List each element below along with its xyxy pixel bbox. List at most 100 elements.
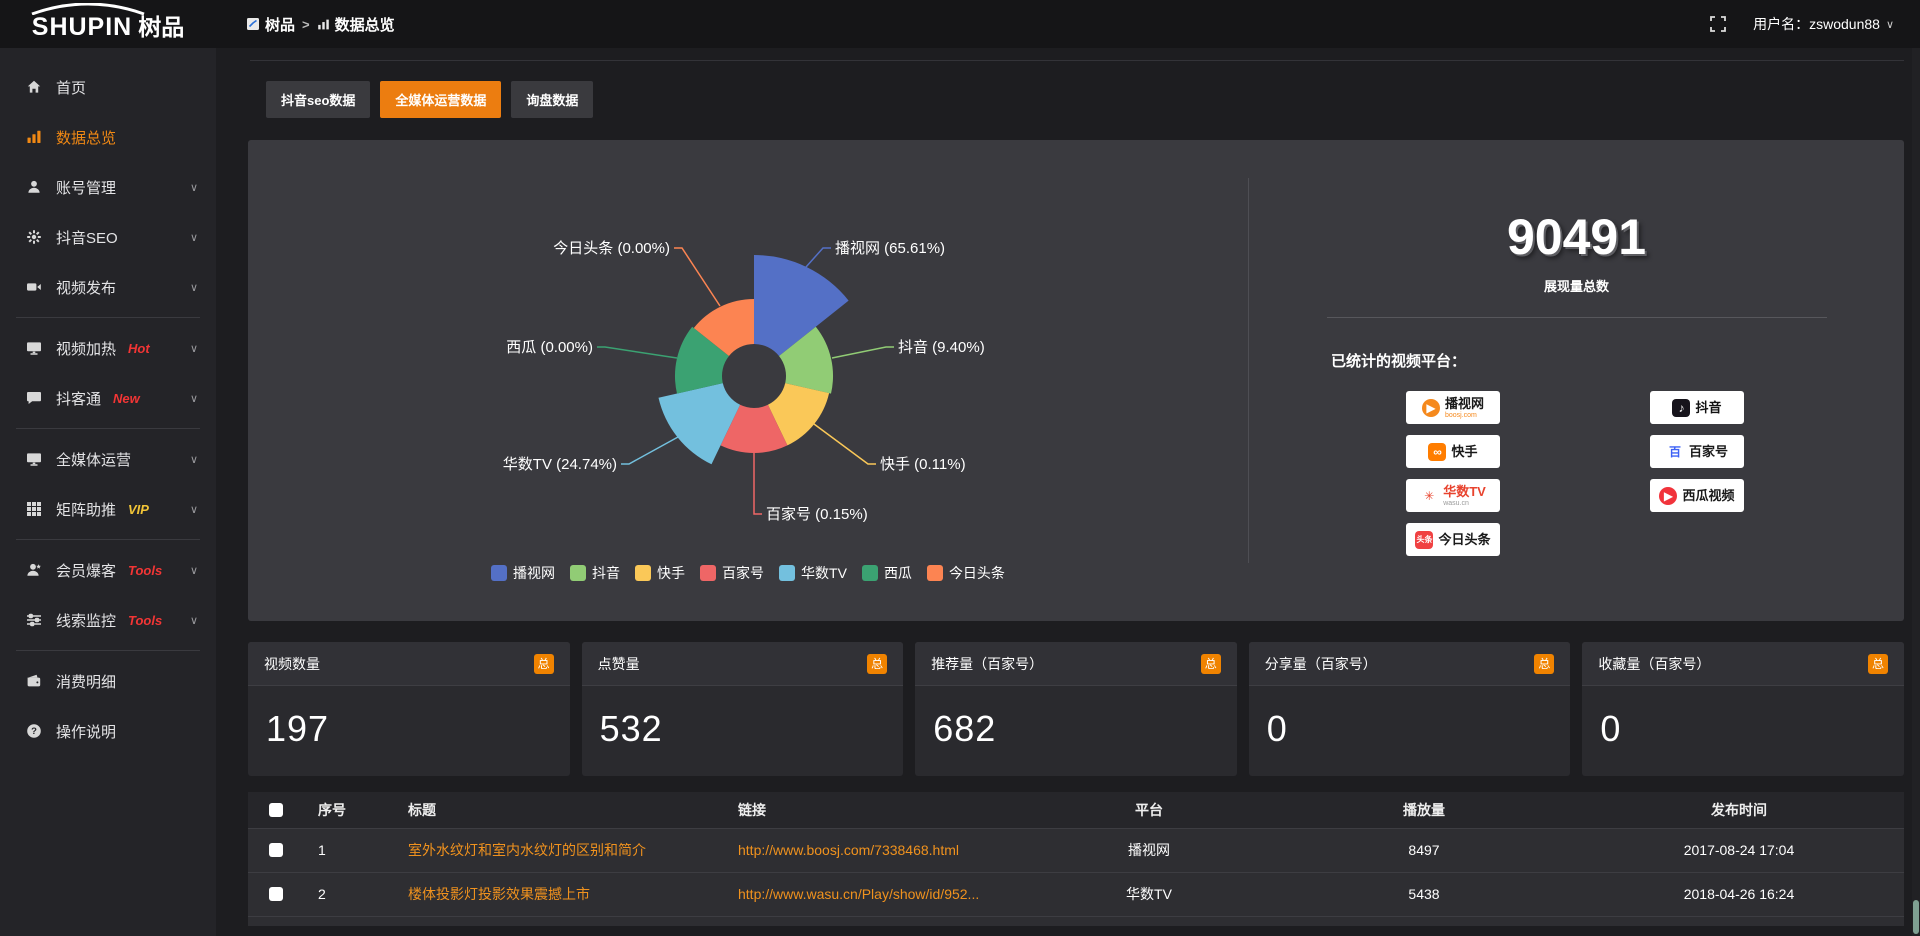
legend-item-百家号[interactable]: 百家号 <box>700 563 764 583</box>
pie-slice-抖音[interactable] <box>779 326 834 394</box>
sidebar-item-user-star[interactable]: 会员爆客 Tools ∨ <box>0 545 216 595</box>
stat-card-title: 收藏量（百家号） <box>1598 655 1711 672</box>
sidebar-item-monitor-play[interactable]: 视频加热 Hot ∨ <box>0 323 216 373</box>
legend-label: 快手 <box>657 565 686 581</box>
summary-divider <box>1326 317 1827 318</box>
table-row: 1 室外水纹灯和室内水纹灯的区别和简介 http://www.boosj.com/7… <box>248 827 1904 872</box>
sidebar-item-sliders[interactable]: 线索监控 Tools ∨ <box>0 595 216 645</box>
select-all-checkbox[interactable] <box>269 802 283 817</box>
table-header-row: 序号 标题 链接 平台 播放量 发布时间 <box>248 792 1904 828</box>
chevron-down-icon: ∨ <box>189 392 198 405</box>
legend-item-今日头条[interactable]: 今日头条 <box>926 563 1005 583</box>
pie-label-今日头条: 今日头条 (0.00%) <box>553 240 670 257</box>
title-link[interactable]: 室外水纹灯和室内水纹灯的区别和简介 <box>394 827 724 872</box>
pie-slice-华数TV[interactable] <box>658 383 741 465</box>
pie-label-西瓜: 西瓜 (0.00%) <box>506 339 593 356</box>
sidebar-item-chat[interactable]: 抖客通 New ∨ <box>0 373 216 423</box>
sidebar-item-video[interactable]: 视频发布 ∨ <box>0 262 216 312</box>
platform-sub-label: boosj.com <box>1444 411 1477 419</box>
chevron-down-icon: ∨ <box>189 614 198 627</box>
legend-label: 播视网 <box>513 565 556 581</box>
tab-1[interactable]: 全媒体运营数据 <box>380 81 502 118</box>
pie-slice-西瓜[interactable] <box>674 326 729 394</box>
sidebar-item-gear[interactable]: 抖音SEO ∨ <box>0 212 216 262</box>
legend-item-抖音[interactable]: 抖音 <box>570 563 620 583</box>
platform-name: 今日头条 <box>1438 532 1491 547</box>
stat-card-收藏量（百家号）: 收藏量（百家号） 总 0 <box>1582 642 1904 776</box>
row-select-cell <box>248 827 304 872</box>
sidebar-item-label: 全媒体运营 <box>56 451 132 469</box>
url-link[interactable]: http://www.boosj.com/7338468.html <box>724 827 1024 872</box>
sidebar-item-question[interactable]: ? 操作说明 <box>0 706 216 756</box>
breadcrumb: 树品 > 数据总览 <box>246 14 395 35</box>
total-badge: 总 <box>867 653 888 674</box>
video-icon <box>26 279 43 296</box>
sidebar-divider <box>16 428 200 429</box>
sidebar-item-chart-bar[interactable]: 数据总览 <box>0 112 216 162</box>
stat-cards-row: 视频数量总 197 点赞量总 532 推荐量（百家号）总 682 分享量（百家号）总 0 收藏量… <box>248 642 1904 776</box>
title-link[interactable]: 楼体投影灯投影效果震撼上市 <box>394 871 724 916</box>
row-checkbox[interactable] <box>269 887 283 901</box>
time-cell: 2018-04-26 16:24 <box>1574 871 1904 916</box>
sidebar-item-label: 抖客通 <box>56 390 102 408</box>
monitor-play-icon <box>26 340 43 357</box>
select-all-header <box>248 792 304 828</box>
topbar-divider <box>250 48 1904 61</box>
stat-card-title: 点赞量 <box>597 655 640 672</box>
legend-item-快手[interactable]: 快手 <box>635 563 685 583</box>
chevron-down-icon: ∨ <box>189 231 198 244</box>
legend-label: 抖音 <box>592 565 621 581</box>
pie-label-line <box>674 247 721 307</box>
stat-card-title: 推荐量（百家号） <box>931 655 1044 672</box>
chevron-down-icon: ∨ <box>1885 18 1894 31</box>
plays-cell: 5438 <box>1274 871 1574 916</box>
legend-swatch <box>570 565 587 581</box>
user-menu[interactable]: 用户名：zswodun88 ∨ <box>1753 14 1894 34</box>
breadcrumb-current[interactable]: 数据总览 <box>317 14 395 35</box>
column-header-链接: 链接 <box>724 792 1024 828</box>
monitor-icon <box>26 451 43 468</box>
rose-chart-svg: 播视网 (65.61%) 抖音 (9.40%) 快手 (0.11%) 百家号 (0.1… <box>503 240 985 523</box>
legend-label: 百家号 <box>722 565 765 581</box>
sidebar-item-grid[interactable]: 矩阵助推 VIP ∨ <box>0 484 216 534</box>
summary-panel: 90491 展现量总数 已统计的视频平台： ▶ 播视网 boosj.com ∞ 快手 ✳ 华… <box>1248 178 1904 563</box>
row-select-cell <box>248 871 304 916</box>
sidebar-item-monitor[interactable]: 全媒体运营 ∨ <box>0 434 216 484</box>
sidebar-item-home[interactable]: 首页 <box>0 62 216 112</box>
impressions-total-value: 90491 <box>1506 209 1647 265</box>
legend-swatch <box>635 565 652 581</box>
sidebar-item-label: 视频加热 <box>56 340 117 358</box>
stat-card-视频数量: 视频数量 总 197 <box>248 642 570 776</box>
legend-item-西瓜[interactable]: 西瓜 <box>861 563 912 583</box>
sidebar-item-wallet[interactable]: 消费明细 <box>0 656 216 706</box>
platforms-label: 已统计的视频平台： <box>1331 353 1467 370</box>
column-header-播放量: 播放量 <box>1274 792 1574 828</box>
monitor-play-icon <box>27 341 41 355</box>
platform-column-1: ♪ 抖音百百家号 ▶ 西瓜视频 <box>1650 391 1744 556</box>
sidebar-item-label: 视频发布 <box>56 279 117 297</box>
tab-2[interactable]: 询盘数据 <box>511 81 594 118</box>
breadcrumb-home[interactable]: 树品 <box>246 14 295 35</box>
pie-slice-快手[interactable] <box>767 383 830 446</box>
url-link[interactable]: http://www.wasu.cn/Play/show/id/952... <box>724 871 1024 916</box>
stat-card-value: 197 <box>266 708 330 749</box>
platform-logo-icon: 百 <box>1668 445 1681 459</box>
question-icon: ? <box>27 723 41 738</box>
sidebar-divider <box>16 650 200 651</box>
scrollbar-thumb[interactable] <box>1913 900 1919 934</box>
legend-item-华数TV[interactable]: 华数TV <box>779 563 847 583</box>
pie-slice-百家号[interactable] <box>720 404 788 454</box>
row-checkbox[interactable] <box>269 843 283 857</box>
tab-0[interactable]: 抖音seo数据 <box>266 81 371 118</box>
platform-name: 播视网 <box>1444 395 1484 411</box>
sidebar-item-user[interactable]: 账号管理 ∨ <box>0 162 216 212</box>
breadcrumb-separator: > <box>302 16 310 32</box>
legend-item-播视网[interactable]: 播视网 <box>491 563 555 583</box>
pie-slice-播视网[interactable] <box>754 255 849 356</box>
fullscreen-icon[interactable] <box>1709 15 1727 33</box>
chart-legend: 播视网 抖音 快手 百家号 华数TV 西瓜 今日头条 <box>248 563 1248 583</box>
home-icon <box>27 80 41 93</box>
legend-swatch <box>779 565 796 581</box>
pie-slice-今日头条[interactable] <box>693 299 754 356</box>
pie-label-line <box>831 346 894 359</box>
